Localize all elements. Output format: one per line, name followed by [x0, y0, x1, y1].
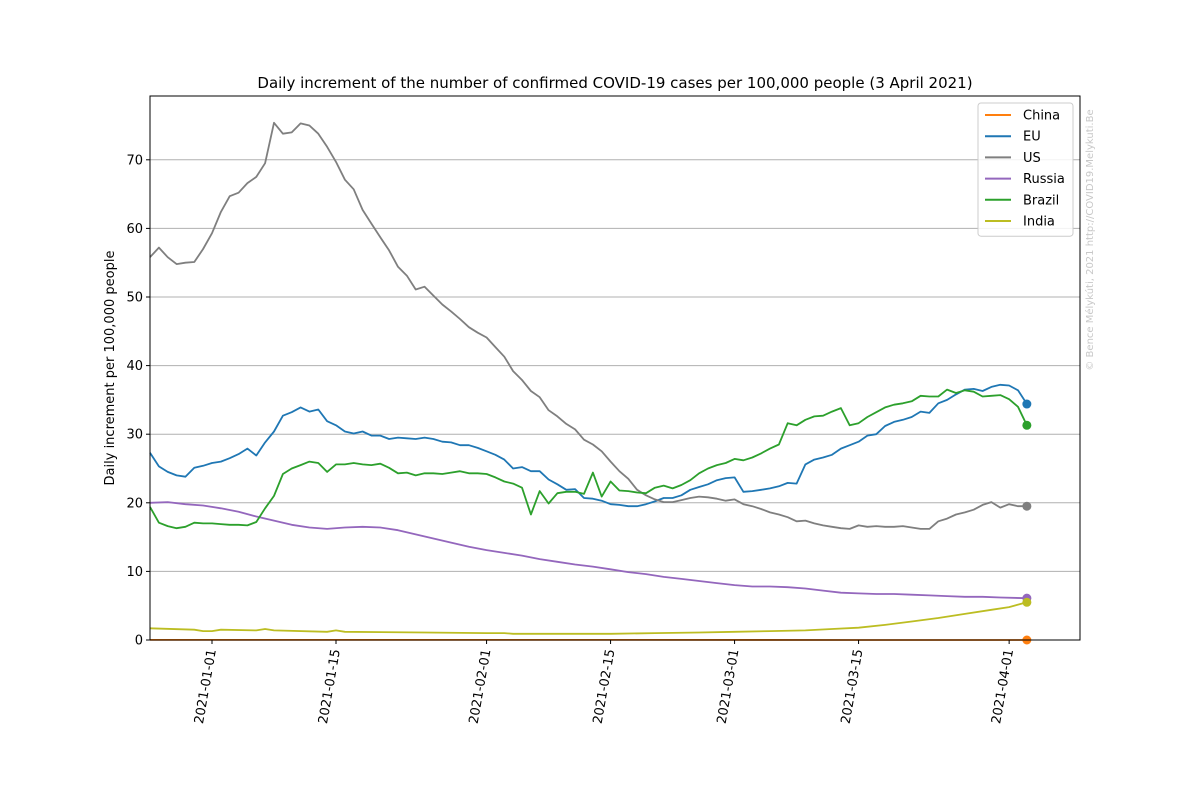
- series-line-us: [149, 121, 1027, 530]
- legend-label-china: China: [1023, 109, 1060, 124]
- series-line-russia: [149, 501, 1027, 600]
- legend-label-russia: Russia: [1023, 172, 1065, 187]
- series-line-brazil: [149, 388, 1028, 530]
- series-endpoint-brazil: [1022, 420, 1032, 430]
- chart-title: Daily increment of the number of confirm…: [257, 74, 972, 92]
- y-axis-label: Daily increment per 100,000 people: [103, 251, 118, 486]
- series-line-eu: [149, 383, 1028, 508]
- series-endpoints: [1022, 399, 1032, 645]
- legend-label-eu: EU: [1023, 130, 1041, 145]
- legend-label-us: US: [1023, 151, 1041, 166]
- y-tick-label: 70: [126, 153, 143, 168]
- y-tick-label: 20: [126, 496, 143, 511]
- y-tick-label: 10: [126, 565, 143, 580]
- legend-label-india: India: [1023, 215, 1055, 230]
- y-tick-label: 40: [126, 359, 143, 374]
- series-endpoint-india: [1022, 597, 1032, 607]
- legend: China EU US Russia Brazil India: [977, 102, 1074, 237]
- series-line-india: [149, 601, 1028, 635]
- legend-label-brazil: Brazil: [1023, 193, 1059, 208]
- y-tick-label: 60: [126, 222, 143, 237]
- y-tick-label: 30: [126, 428, 143, 443]
- plot-frame: [149, 95, 1081, 641]
- series-endpoint-eu: [1022, 399, 1032, 409]
- watermark: © Bence Mélykúti, 2021 http://COVID19.Me…: [1084, 109, 1096, 370]
- series-endpoint-us: [1022, 501, 1032, 511]
- y-tick-label: 50: [126, 290, 143, 305]
- y-tick-label: 0: [135, 634, 143, 649]
- y-axis: 0 10 20 30 40 50 60 70: [126, 153, 150, 649]
